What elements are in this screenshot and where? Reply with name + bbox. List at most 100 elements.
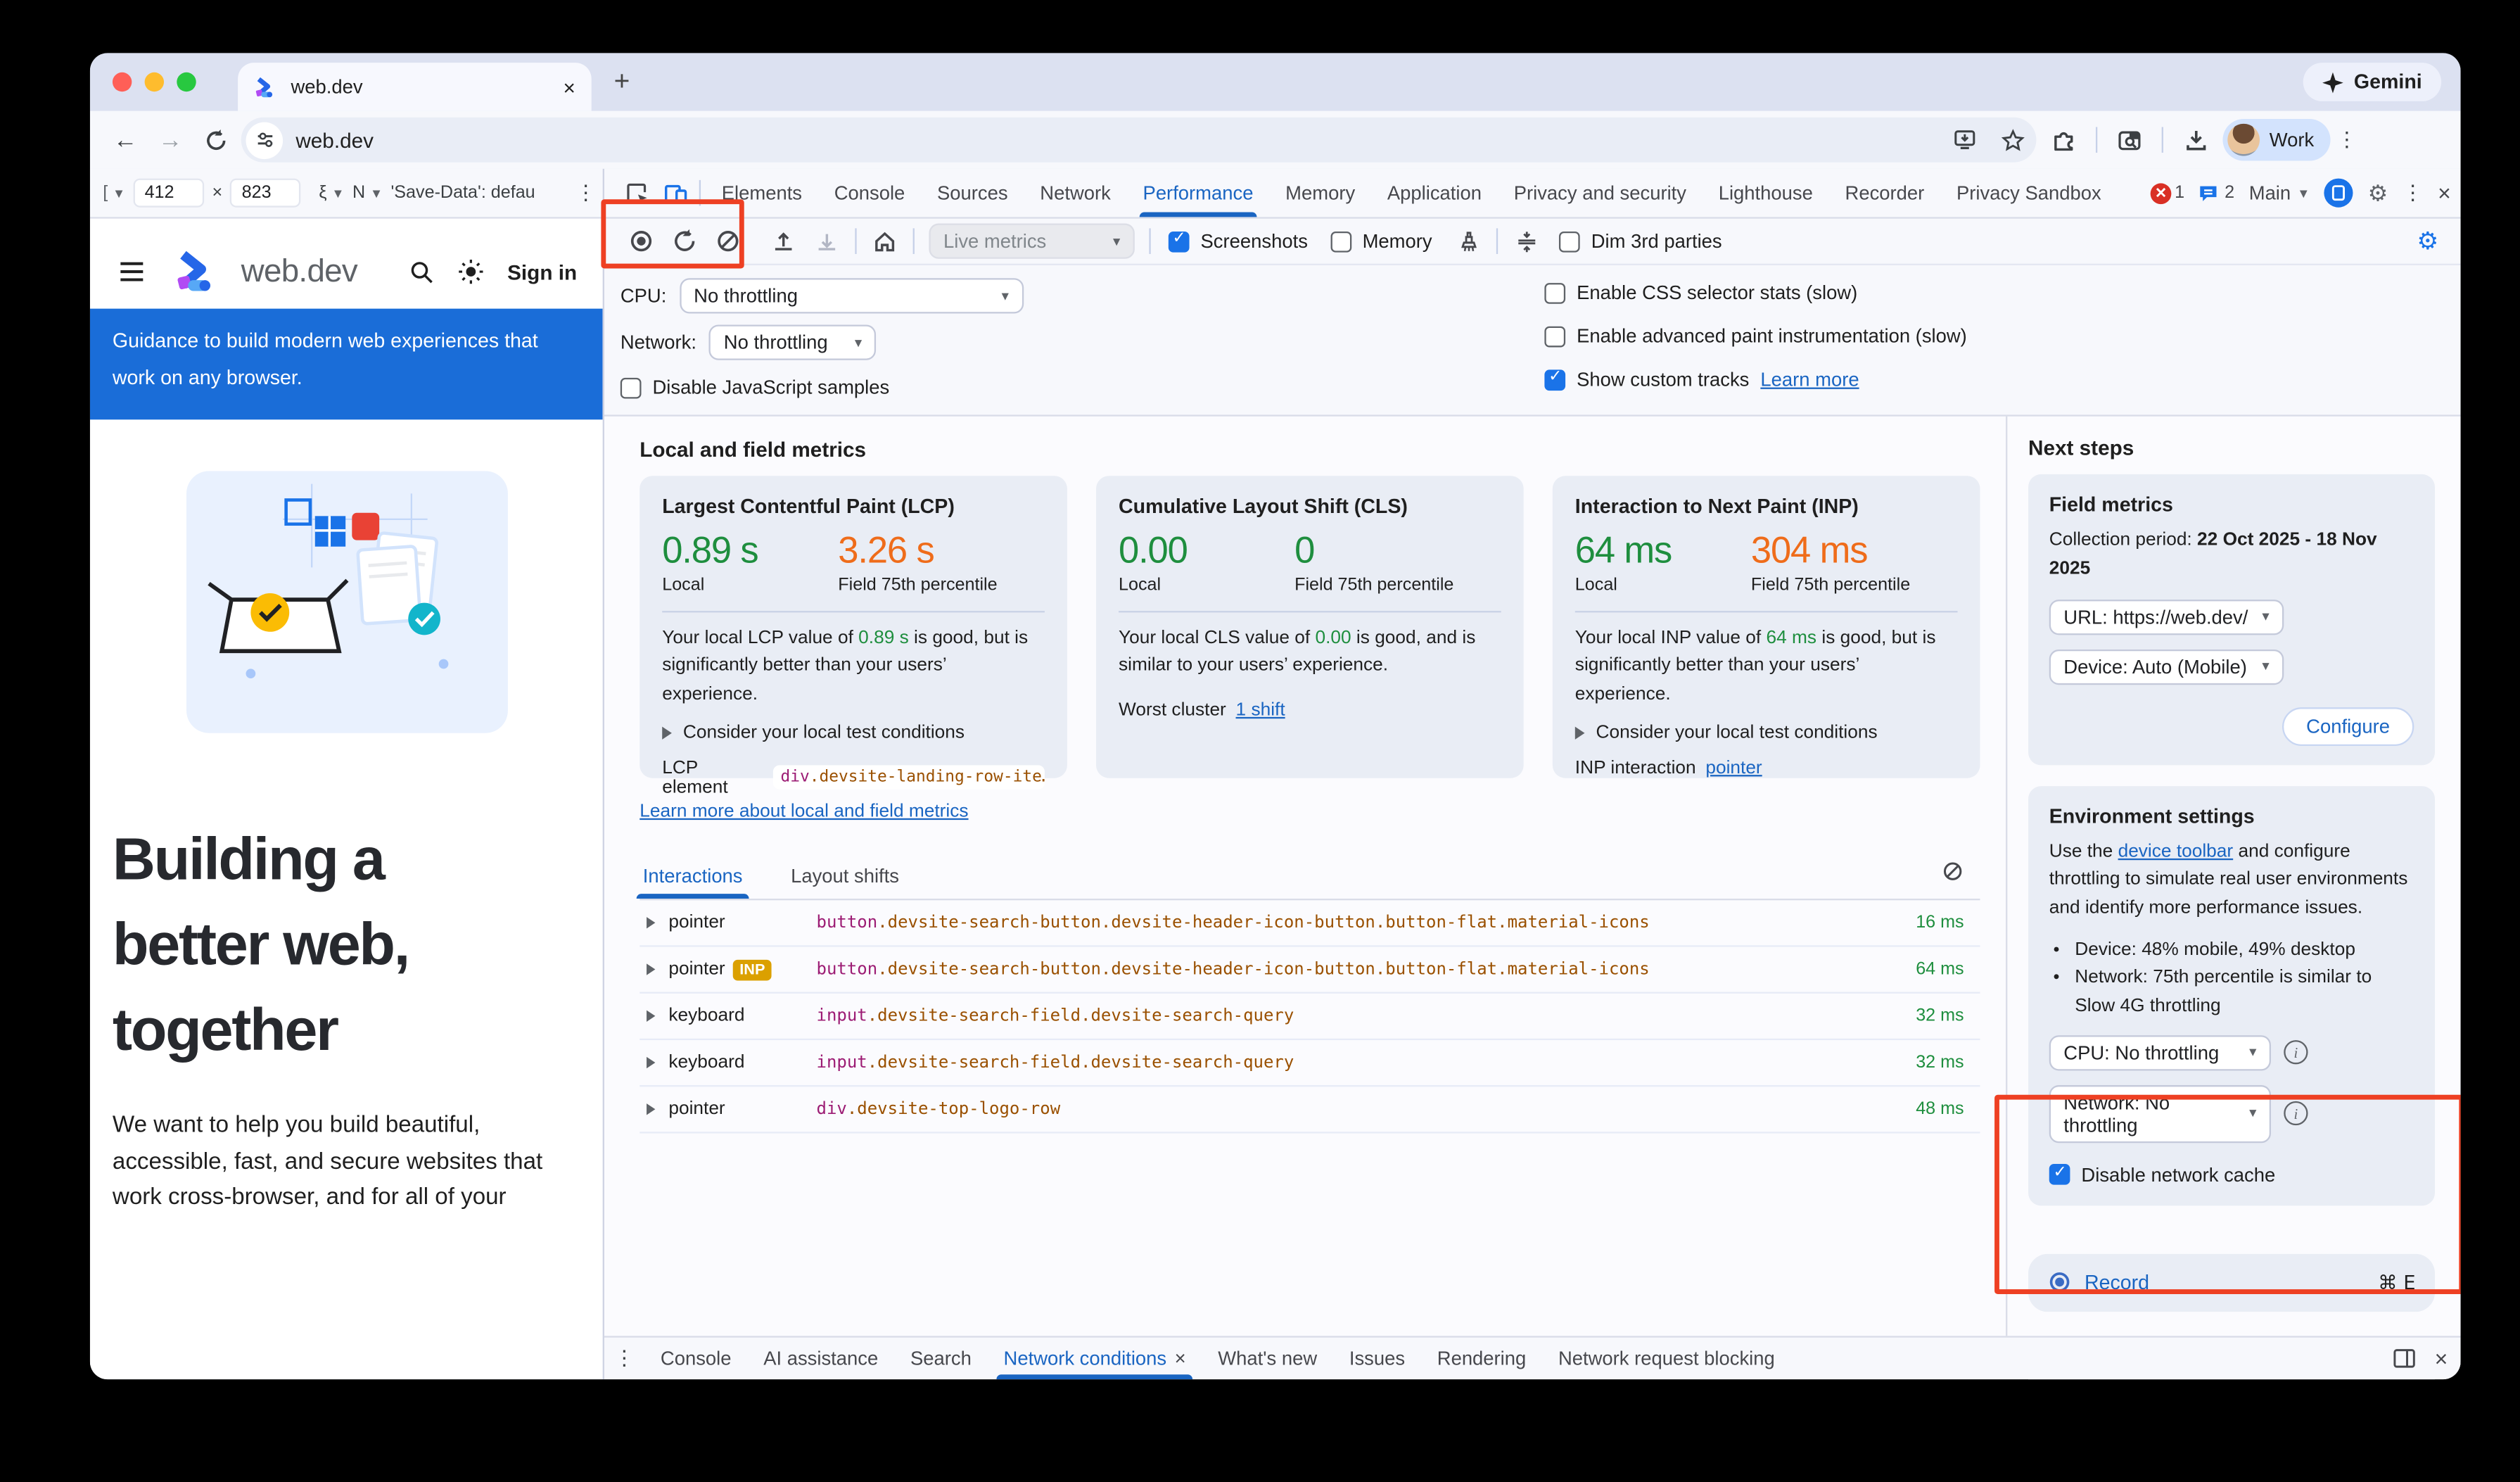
- record-icon[interactable]: [621, 222, 661, 260]
- cpu-throttling-select[interactable]: No throttling: [679, 278, 1024, 314]
- close-drawer-tab-icon[interactable]: ×: [1174, 1347, 1186, 1370]
- clear-log-icon[interactable]: [1942, 860, 1980, 899]
- address-bar[interactable]: web.dev: [241, 117, 2037, 163]
- viewport-height-input[interactable]: 823: [230, 178, 302, 208]
- webdev-logo[interactable]: [174, 251, 222, 292]
- context-selector[interactable]: Main ▼: [2248, 182, 2310, 205]
- network-throttling-select[interactable]: No throttling: [709, 324, 877, 360]
- row-expander-icon[interactable]: [647, 917, 656, 929]
- devtools-close-icon[interactable]: ×: [2438, 179, 2451, 206]
- tab-recorder[interactable]: Recorder: [1845, 182, 1925, 205]
- tab-privacy-sandbox[interactable]: Privacy Sandbox: [1956, 182, 2101, 205]
- interaction-row[interactable]: keyboard input.devsite-search-field.devs…: [639, 994, 1980, 1041]
- tab-lighthouse[interactable]: Lighthouse: [1718, 182, 1813, 205]
- learn-more-link[interactable]: Learn more: [1760, 368, 1859, 391]
- drawer-tab-ai-assistance[interactable]: AI assistance: [763, 1347, 879, 1370]
- browser-tab[interactable]: web.dev ×: [238, 63, 592, 111]
- site-brand[interactable]: web.dev: [241, 253, 358, 289]
- search-icon[interactable]: [409, 260, 433, 284]
- throttling-dropdown[interactable]: N ▼: [352, 183, 383, 203]
- tab-console[interactable]: Console: [834, 182, 905, 205]
- new-tab-button[interactable]: +: [613, 65, 630, 97]
- learn-more-metrics-link[interactable]: Learn more about local and field metrics: [639, 802, 969, 822]
- minimize-window-button[interactable]: [144, 72, 165, 92]
- disable-network-cache-checkbox[interactable]: Disable network cache: [2049, 1164, 2414, 1186]
- lcp-test-conditions-expander[interactable]: Consider your local test conditions: [662, 723, 1045, 742]
- drawer-menu-icon[interactable]: ⋮: [613, 1345, 635, 1370]
- toggle-device-toolbar-icon[interactable]: [656, 181, 694, 205]
- bookmark-star-icon[interactable]: [1994, 128, 2030, 152]
- tab-elements[interactable]: Elements: [721, 182, 803, 205]
- inp-test-conditions-expander[interactable]: Consider your local test conditions: [1574, 723, 1958, 742]
- extensions-icon[interactable]: [2043, 127, 2085, 153]
- close-window-button[interactable]: [112, 72, 132, 92]
- device-toolbar-menu-icon[interactable]: ⋮: [575, 179, 597, 205]
- site-settings-icon[interactable]: [246, 121, 284, 159]
- tab-privacy-security[interactable]: Privacy and security: [1513, 182, 1687, 205]
- zoom-dropdown[interactable]: ξ ▼: [319, 183, 345, 203]
- info-icon[interactable]: i: [2284, 1040, 2308, 1065]
- worst-cluster-link[interactable]: 1 shift: [1235, 699, 1285, 720]
- drawer-tab-rendering[interactable]: Rendering: [1437, 1347, 1527, 1370]
- forward-button[interactable]: →: [158, 126, 183, 154]
- interaction-row[interactable]: keyboard input.devsite-search-field.devs…: [639, 1040, 1980, 1087]
- live-metrics-home-icon[interactable]: [865, 222, 905, 260]
- tab-application[interactable]: Application: [1387, 182, 1482, 205]
- row-expander-icon[interactable]: [647, 1010, 656, 1022]
- layout-shifts-tab[interactable]: Layout shifts: [791, 865, 899, 888]
- field-url-select[interactable]: URL: https://web.dev/: [2049, 599, 2284, 635]
- capture-settings-gear-icon[interactable]: ⚙: [2417, 228, 2439, 256]
- memory-checkbox[interactable]: Memory: [1330, 230, 1432, 253]
- collapse-tracks-icon[interactable]: [1506, 222, 1546, 260]
- field-device-select[interactable]: Device: Auto (Mobile): [2049, 649, 2284, 685]
- env-cpu-select[interactable]: CPU: No throttling: [2049, 1034, 2271, 1071]
- interaction-row[interactable]: pointer div.devsite-top-logo-row 48 ms: [639, 1087, 1980, 1134]
- promo-banner[interactable]: Guidance to build modern web experiences…: [89, 308, 603, 420]
- row-expander-icon[interactable]: [647, 963, 656, 975]
- downloads-icon[interactable]: [2175, 128, 2216, 152]
- lcp-element-code[interactable]: div.devsite-landing-row-ite…: [772, 765, 1045, 790]
- drawer-tab-network-request-blocking[interactable]: Network request blocking: [1558, 1347, 1775, 1370]
- url-text[interactable]: web.dev: [295, 127, 374, 152]
- drawer-tab-whats-new[interactable]: What's new: [1218, 1347, 1318, 1370]
- inp-interaction-link[interactable]: pointer: [1705, 758, 1762, 778]
- device-toolbar-link[interactable]: device toolbar: [2118, 842, 2234, 861]
- profile-chip[interactable]: Work: [2222, 119, 2331, 161]
- drawer-tab-console[interactable]: Console: [660, 1347, 732, 1370]
- garbage-collect-icon[interactable]: [1448, 222, 1488, 260]
- drawer-tab-issues[interactable]: Issues: [1349, 1347, 1406, 1370]
- screenshots-checkbox[interactable]: Screenshots: [1168, 230, 1308, 253]
- devtools-menu-icon[interactable]: ⋮: [2402, 179, 2424, 205]
- clear-icon[interactable]: [707, 222, 747, 260]
- record-and-reload-icon[interactable]: [663, 222, 704, 260]
- info-icon[interactable]: i: [2284, 1101, 2308, 1126]
- configure-button[interactable]: Configure: [2282, 707, 2414, 746]
- tab-sources[interactable]: Sources: [937, 182, 1008, 205]
- tab-close-icon[interactable]: ×: [563, 75, 575, 99]
- interaction-row[interactable]: pointer INP button.devsite-search-button.…: [639, 947, 1980, 994]
- drawer-tab-network-conditions[interactable]: Network conditions ×: [988, 1338, 1202, 1380]
- theme-toggle-icon[interactable]: [457, 259, 483, 285]
- dimensions-preset-dropdown[interactable]: [▼: [103, 183, 126, 203]
- row-expander-icon[interactable]: [647, 1056, 656, 1069]
- inspect-element-icon[interactable]: [617, 181, 656, 205]
- tab-memory[interactable]: Memory: [1285, 182, 1356, 205]
- drawer-tab-search[interactable]: Search: [910, 1347, 972, 1370]
- browser-menu-icon[interactable]: ⋮: [2336, 127, 2357, 151]
- search-tabs-icon[interactable]: [2108, 128, 2150, 152]
- settings-gear-icon[interactable]: ⚙: [2367, 179, 2388, 205]
- back-button[interactable]: ←: [113, 126, 138, 154]
- viewport-width-input[interactable]: 412: [133, 178, 205, 208]
- install-app-icon[interactable]: [1947, 129, 1982, 151]
- gemini-button[interactable]: Gemini: [2302, 63, 2442, 101]
- record-button[interactable]: Record ⌘ E: [2028, 1253, 2436, 1312]
- dock-side-icon[interactable]: [2393, 1349, 2415, 1368]
- sign-in-button[interactable]: Sign in: [507, 259, 578, 284]
- reload-button[interactable]: [196, 120, 235, 159]
- css-selector-stats-checkbox[interactable]: Enable CSS selector stats (slow): [1544, 281, 1966, 304]
- error-badge[interactable]: ✕ 1: [2150, 182, 2184, 203]
- device-frame-icon[interactable]: [2324, 178, 2354, 208]
- load-profile-icon[interactable]: [763, 222, 803, 260]
- paint-instrumentation-checkbox[interactable]: Enable advanced paint instrumentation (s…: [1544, 324, 1967, 347]
